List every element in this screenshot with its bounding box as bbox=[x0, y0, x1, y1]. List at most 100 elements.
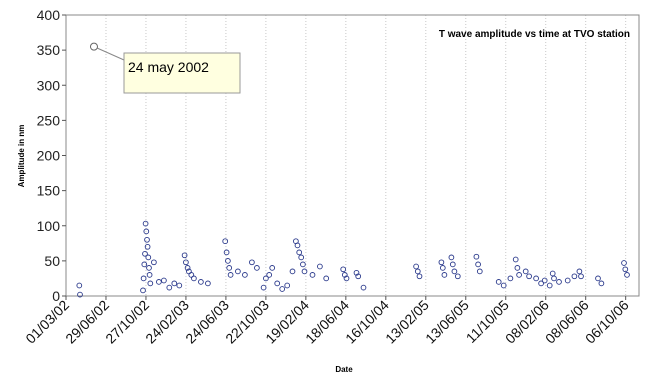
data-point bbox=[147, 280, 154, 287]
data-point bbox=[475, 261, 481, 268]
data-point bbox=[526, 273, 532, 280]
data-point bbox=[145, 254, 152, 261]
data-point bbox=[301, 268, 308, 275]
data-point bbox=[235, 268, 241, 275]
data-point bbox=[416, 273, 423, 280]
data-point bbox=[360, 284, 367, 291]
data-point bbox=[353, 269, 360, 276]
data-point bbox=[294, 242, 301, 249]
data-point bbox=[141, 261, 148, 268]
data-point bbox=[538, 280, 544, 287]
data-point bbox=[77, 291, 83, 298]
data-point bbox=[184, 265, 191, 271]
data-point bbox=[533, 275, 539, 282]
data-point bbox=[507, 275, 514, 282]
annotation-box bbox=[123, 52, 241, 94]
data-point bbox=[476, 268, 483, 275]
annotation-text: 24 may 2002 bbox=[128, 59, 209, 75]
data-point bbox=[225, 258, 231, 264]
data-point bbox=[269, 265, 276, 271]
data-point bbox=[495, 279, 502, 285]
data-point bbox=[198, 279, 204, 285]
data-point bbox=[448, 254, 455, 261]
data-point bbox=[300, 261, 306, 268]
data-point bbox=[296, 249, 303, 256]
data-point bbox=[191, 275, 197, 282]
data-point bbox=[223, 249, 230, 256]
y-axis: 0 50 100 150 200 250 300 350 400 bbox=[37, 7, 66, 304]
data-point bbox=[279, 286, 286, 292]
data-point bbox=[171, 280, 178, 287]
data-point bbox=[621, 260, 627, 266]
data-point bbox=[500, 282, 507, 289]
data-point bbox=[454, 273, 461, 280]
data-point bbox=[414, 268, 421, 275]
data-point bbox=[624, 272, 630, 278]
data-point bbox=[227, 272, 234, 278]
data-point bbox=[355, 273, 362, 280]
data-point bbox=[176, 282, 183, 289]
data-point bbox=[514, 265, 521, 271]
data-point bbox=[541, 277, 548, 284]
data-point bbox=[263, 275, 269, 282]
y-tick-label: 100 bbox=[37, 218, 61, 234]
y-tick-label: 350 bbox=[37, 42, 61, 58]
data-point bbox=[181, 252, 188, 259]
data-point bbox=[146, 272, 153, 278]
chart-title: T wave amplitude vs time at TVO station bbox=[439, 29, 630, 40]
annotation-point bbox=[89, 42, 98, 51]
data-point bbox=[156, 279, 162, 285]
data-point bbox=[226, 265, 233, 271]
data-point bbox=[242, 272, 248, 278]
data-point bbox=[183, 259, 189, 266]
data-point bbox=[161, 277, 167, 284]
y-tick-label: 200 bbox=[37, 148, 61, 164]
data-point bbox=[622, 266, 629, 273]
data-point bbox=[571, 273, 578, 280]
data-point bbox=[140, 275, 147, 282]
data-point bbox=[595, 275, 601, 282]
data-point bbox=[317, 263, 323, 270]
data-point bbox=[512, 256, 519, 263]
y-tick-label: 400 bbox=[37, 7, 61, 23]
data-point bbox=[222, 238, 229, 245]
data-point bbox=[413, 263, 419, 270]
data-point bbox=[144, 243, 151, 250]
data-point bbox=[449, 261, 456, 268]
data-point bbox=[76, 282, 83, 289]
data-point bbox=[340, 266, 347, 273]
y-axis-label: Amplitude in nm bbox=[17, 125, 26, 188]
y-tick-label: 50 bbox=[44, 253, 60, 269]
vertical-grid bbox=[105, 15, 627, 296]
data-point bbox=[343, 275, 350, 282]
y-tick-label: 0 bbox=[52, 288, 60, 304]
data-point bbox=[546, 282, 553, 289]
y-tick-label: 150 bbox=[37, 183, 61, 199]
y-tick-label: 300 bbox=[37, 77, 61, 93]
data-point bbox=[522, 268, 529, 275]
data-point bbox=[438, 259, 445, 266]
data-point bbox=[289, 268, 296, 275]
data-point bbox=[205, 280, 211, 287]
data-point bbox=[146, 265, 152, 271]
data-point bbox=[151, 259, 157, 266]
data-point bbox=[140, 287, 146, 294]
data-point bbox=[309, 272, 316, 278]
data-points bbox=[76, 220, 630, 298]
data-point bbox=[473, 253, 480, 260]
data-point bbox=[439, 265, 446, 271]
data-point bbox=[556, 279, 562, 285]
data-point bbox=[451, 268, 458, 275]
data-point bbox=[441, 272, 448, 278]
data-point bbox=[551, 275, 557, 282]
data-point bbox=[260, 284, 267, 291]
y-tick-label: 250 bbox=[37, 112, 61, 128]
annotation-leader-line bbox=[93, 46, 125, 61]
data-point bbox=[341, 272, 348, 278]
data-point bbox=[564, 277, 571, 284]
data-point bbox=[576, 268, 583, 275]
data-point bbox=[323, 275, 330, 282]
data-point bbox=[254, 265, 260, 271]
